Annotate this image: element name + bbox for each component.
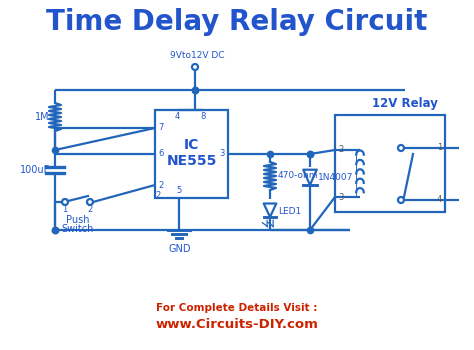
Text: 12V Relay: 12V Relay xyxy=(372,97,438,110)
Text: 9Vto12V DC: 9Vto12V DC xyxy=(170,51,224,60)
Text: 4: 4 xyxy=(175,112,180,121)
Text: Switch: Switch xyxy=(61,224,94,234)
Text: 5: 5 xyxy=(177,186,182,195)
Text: For Complete Details Visit :: For Complete Details Visit : xyxy=(156,303,318,313)
Text: 6: 6 xyxy=(158,149,164,159)
Text: NE555: NE555 xyxy=(166,154,217,168)
Text: 1N4007: 1N4007 xyxy=(318,174,354,182)
Text: GND: GND xyxy=(168,244,191,254)
Text: 4: 4 xyxy=(437,196,442,204)
Text: 100uF: 100uF xyxy=(20,165,50,175)
Text: 2: 2 xyxy=(155,190,161,199)
Text: 3: 3 xyxy=(338,193,343,202)
Text: 2: 2 xyxy=(158,181,163,189)
Text: 2: 2 xyxy=(87,205,92,215)
Text: www.Circuits-DIY.com: www.Circuits-DIY.com xyxy=(155,317,319,330)
Text: LED1: LED1 xyxy=(278,208,301,217)
Text: 470-ohm: 470-ohm xyxy=(278,172,319,181)
Bar xyxy=(335,115,445,212)
Text: IC: IC xyxy=(184,138,199,152)
Text: 1: 1 xyxy=(437,144,442,153)
Text: 7: 7 xyxy=(158,124,164,133)
Text: 1M: 1M xyxy=(36,112,50,122)
Bar xyxy=(155,110,228,198)
Text: Push: Push xyxy=(66,215,89,225)
Text: 1: 1 xyxy=(63,205,68,215)
Text: 8: 8 xyxy=(201,112,206,121)
Text: 3: 3 xyxy=(219,149,225,159)
Text: Time Delay Relay Circuit: Time Delay Relay Circuit xyxy=(46,8,428,36)
Text: 2: 2 xyxy=(338,146,343,154)
